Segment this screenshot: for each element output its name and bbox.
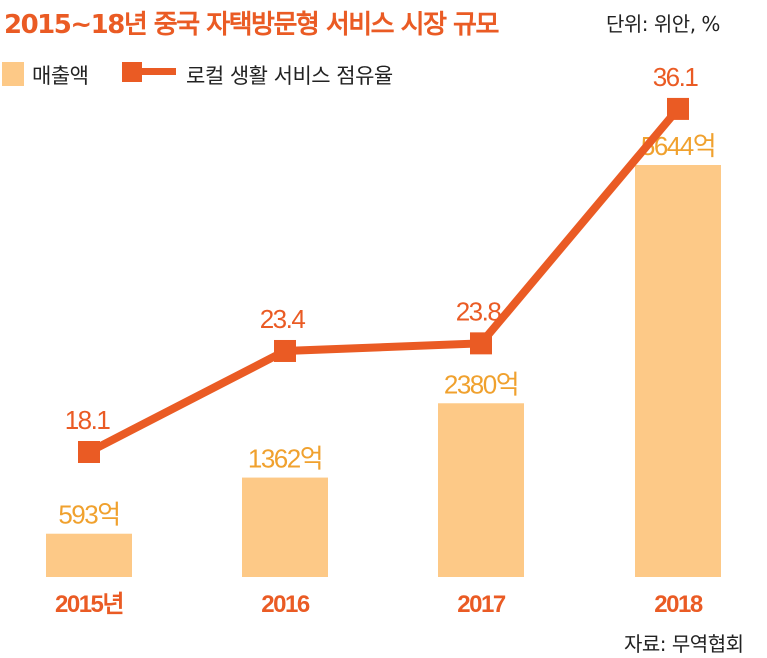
bar-value-label: 593억: [58, 500, 119, 530]
chart-title: 2015~18년 중국 자택방문형 서비스 시장 규모: [4, 10, 499, 40]
share-point: [667, 97, 689, 120]
source-note: 자료: 무역협회: [624, 632, 744, 656]
share-value-label: 23.8: [456, 296, 502, 326]
x-tick-label: 2017: [457, 591, 506, 618]
legend-bar-label: 매출액: [32, 64, 89, 88]
share-point: [78, 441, 100, 463]
bar-value-label: 1362억: [248, 444, 322, 474]
bar: [438, 403, 524, 577]
legend-line-swatch: [122, 68, 176, 75]
x-tick-label: 2018: [654, 591, 703, 618]
bar: [635, 165, 721, 577]
share-line: [87, 106, 682, 456]
x-tick-label: 2015년: [55, 591, 123, 618]
share-value-label: 18.1: [65, 405, 111, 435]
share-value-label: 36.1: [653, 62, 699, 92]
legend: 매출액 로컬 생활 서비스 점유율: [0, 60, 767, 90]
legend-bar-swatch: [2, 62, 24, 86]
share-point: [274, 339, 296, 362]
bar-value-label: 2380억: [444, 369, 518, 399]
legend-line-label: 로컬 생활 서비스 점유율: [186, 64, 393, 88]
share-point: [470, 332, 492, 355]
x-tick-label: 2016: [261, 591, 310, 618]
unit-label: 단위: 위안, %: [606, 12, 720, 36]
share-value-label: 23.4: [260, 304, 306, 334]
bar: [242, 477, 328, 577]
bar: [46, 533, 132, 577]
legend-line-marker: [122, 62, 142, 82]
